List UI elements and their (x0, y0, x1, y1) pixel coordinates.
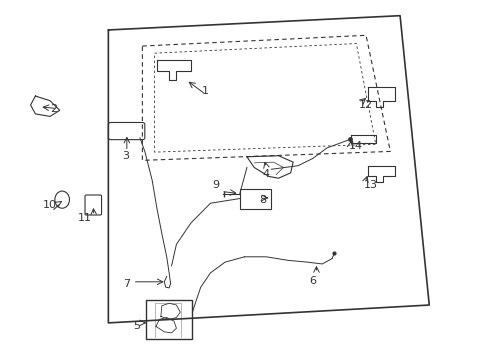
Text: 1: 1 (202, 86, 209, 96)
Text: 6: 6 (308, 276, 315, 287)
Text: 14: 14 (348, 141, 363, 151)
Text: 13: 13 (363, 180, 377, 190)
Text: 11: 11 (77, 212, 91, 222)
Text: 2: 2 (50, 104, 57, 113)
Text: 7: 7 (123, 279, 130, 289)
Text: 10: 10 (43, 200, 57, 210)
Text: 8: 8 (259, 195, 265, 204)
Text: 9: 9 (212, 180, 219, 190)
Text: 5: 5 (133, 321, 140, 332)
Text: 3: 3 (122, 152, 129, 161)
Text: 12: 12 (358, 100, 372, 110)
Text: 4: 4 (262, 169, 269, 179)
Bar (146, 300, 192, 339)
